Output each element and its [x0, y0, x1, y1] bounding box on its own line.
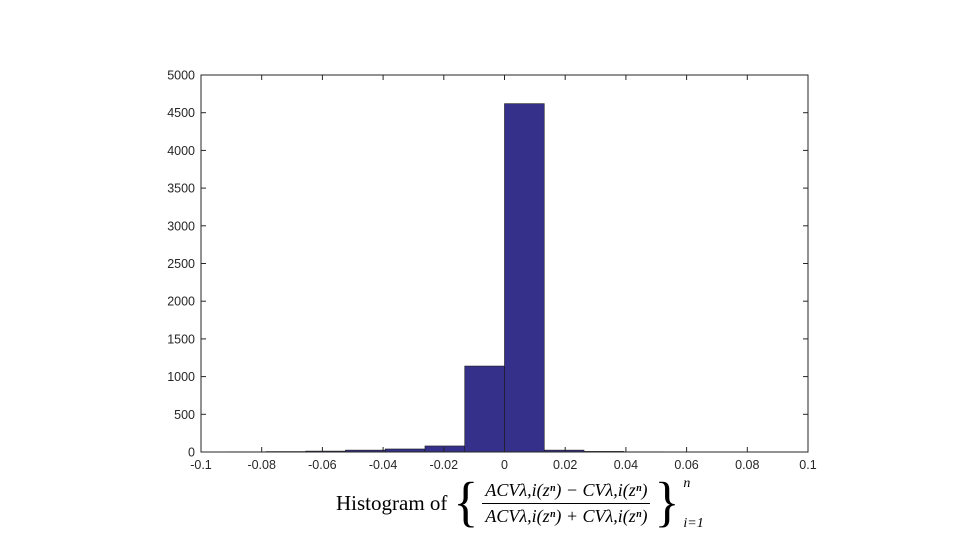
- y-tick-label-3: 1500: [167, 332, 195, 346]
- caption-scripts: n i=1: [679, 470, 709, 536]
- y-axis: 0 500 1000 1500 2000 2500 3000 3500 4000 4500 5000: [167, 69, 808, 460]
- histogram-bar-7: [504, 103, 545, 453]
- right-brace: }: [654, 472, 680, 533]
- fraction-denominator: ACVλ,i(zⁿ) + CVλ,i(zⁿ): [485, 505, 648, 526]
- x-tick-label-10: 0.1: [799, 458, 816, 472]
- x-tick-label-3: -0.04: [369, 458, 398, 472]
- x-tick-label-8: 0.06: [674, 458, 698, 472]
- x-tick-label-2: -0.06: [308, 458, 337, 472]
- fraction-numerator: ACVλ,i(zⁿ) − CVλ,i(zⁿ): [485, 479, 648, 500]
- x-tick-label-0: -0.1: [190, 458, 212, 472]
- y-tick-label-10: 5000: [167, 69, 195, 83]
- fraction-bar: [482, 502, 651, 504]
- y-tick-label-2: 1000: [167, 370, 195, 384]
- x-tick-label-7: 0.04: [614, 458, 638, 472]
- x-tick-label-9: 0.08: [735, 458, 759, 472]
- y-tick-label-7: 3500: [167, 182, 195, 196]
- caption-prefix: Histogram of: [336, 490, 448, 515]
- left-brace: {: [453, 472, 479, 533]
- y-tick-label-9: 4500: [167, 106, 195, 120]
- y-tick-label-6: 3000: [167, 219, 195, 233]
- histogram-bars: [225, 103, 664, 453]
- caption-superscript: n: [683, 476, 691, 491]
- figure-caption: Histogram of { ACVλ,i(zⁿ) − CVλ,i(zⁿ) AC…: [336, 470, 709, 536]
- y-tick-label-0: 0: [188, 446, 195, 460]
- x-axis: -0.1 -0.08 -0.06 -0.04 -0.02 0 0.02 0.04 0.06 0.0…: [190, 75, 817, 472]
- caption-subscript: i=1: [683, 516, 704, 531]
- x-tick-label-1: -0.08: [247, 458, 276, 472]
- caption-fraction: ACVλ,i(zⁿ) − CVλ,i(zⁿ) ACVλ,i(zⁿ) + CVλ,…: [482, 479, 651, 527]
- histogram-bar-5: [424, 445, 466, 453]
- y-tick-label-5: 2500: [167, 257, 195, 271]
- x-tick-label-4: -0.02: [430, 458, 459, 472]
- x-tick-label-5: 0: [501, 458, 508, 472]
- histogram-bar-6: [464, 365, 505, 453]
- x-tick-label-6: 0.02: [553, 458, 577, 472]
- y-tick-label-8: 4000: [167, 144, 195, 158]
- y-tick-label-4: 2000: [167, 295, 195, 309]
- y-tick-label-1: 500: [174, 408, 195, 422]
